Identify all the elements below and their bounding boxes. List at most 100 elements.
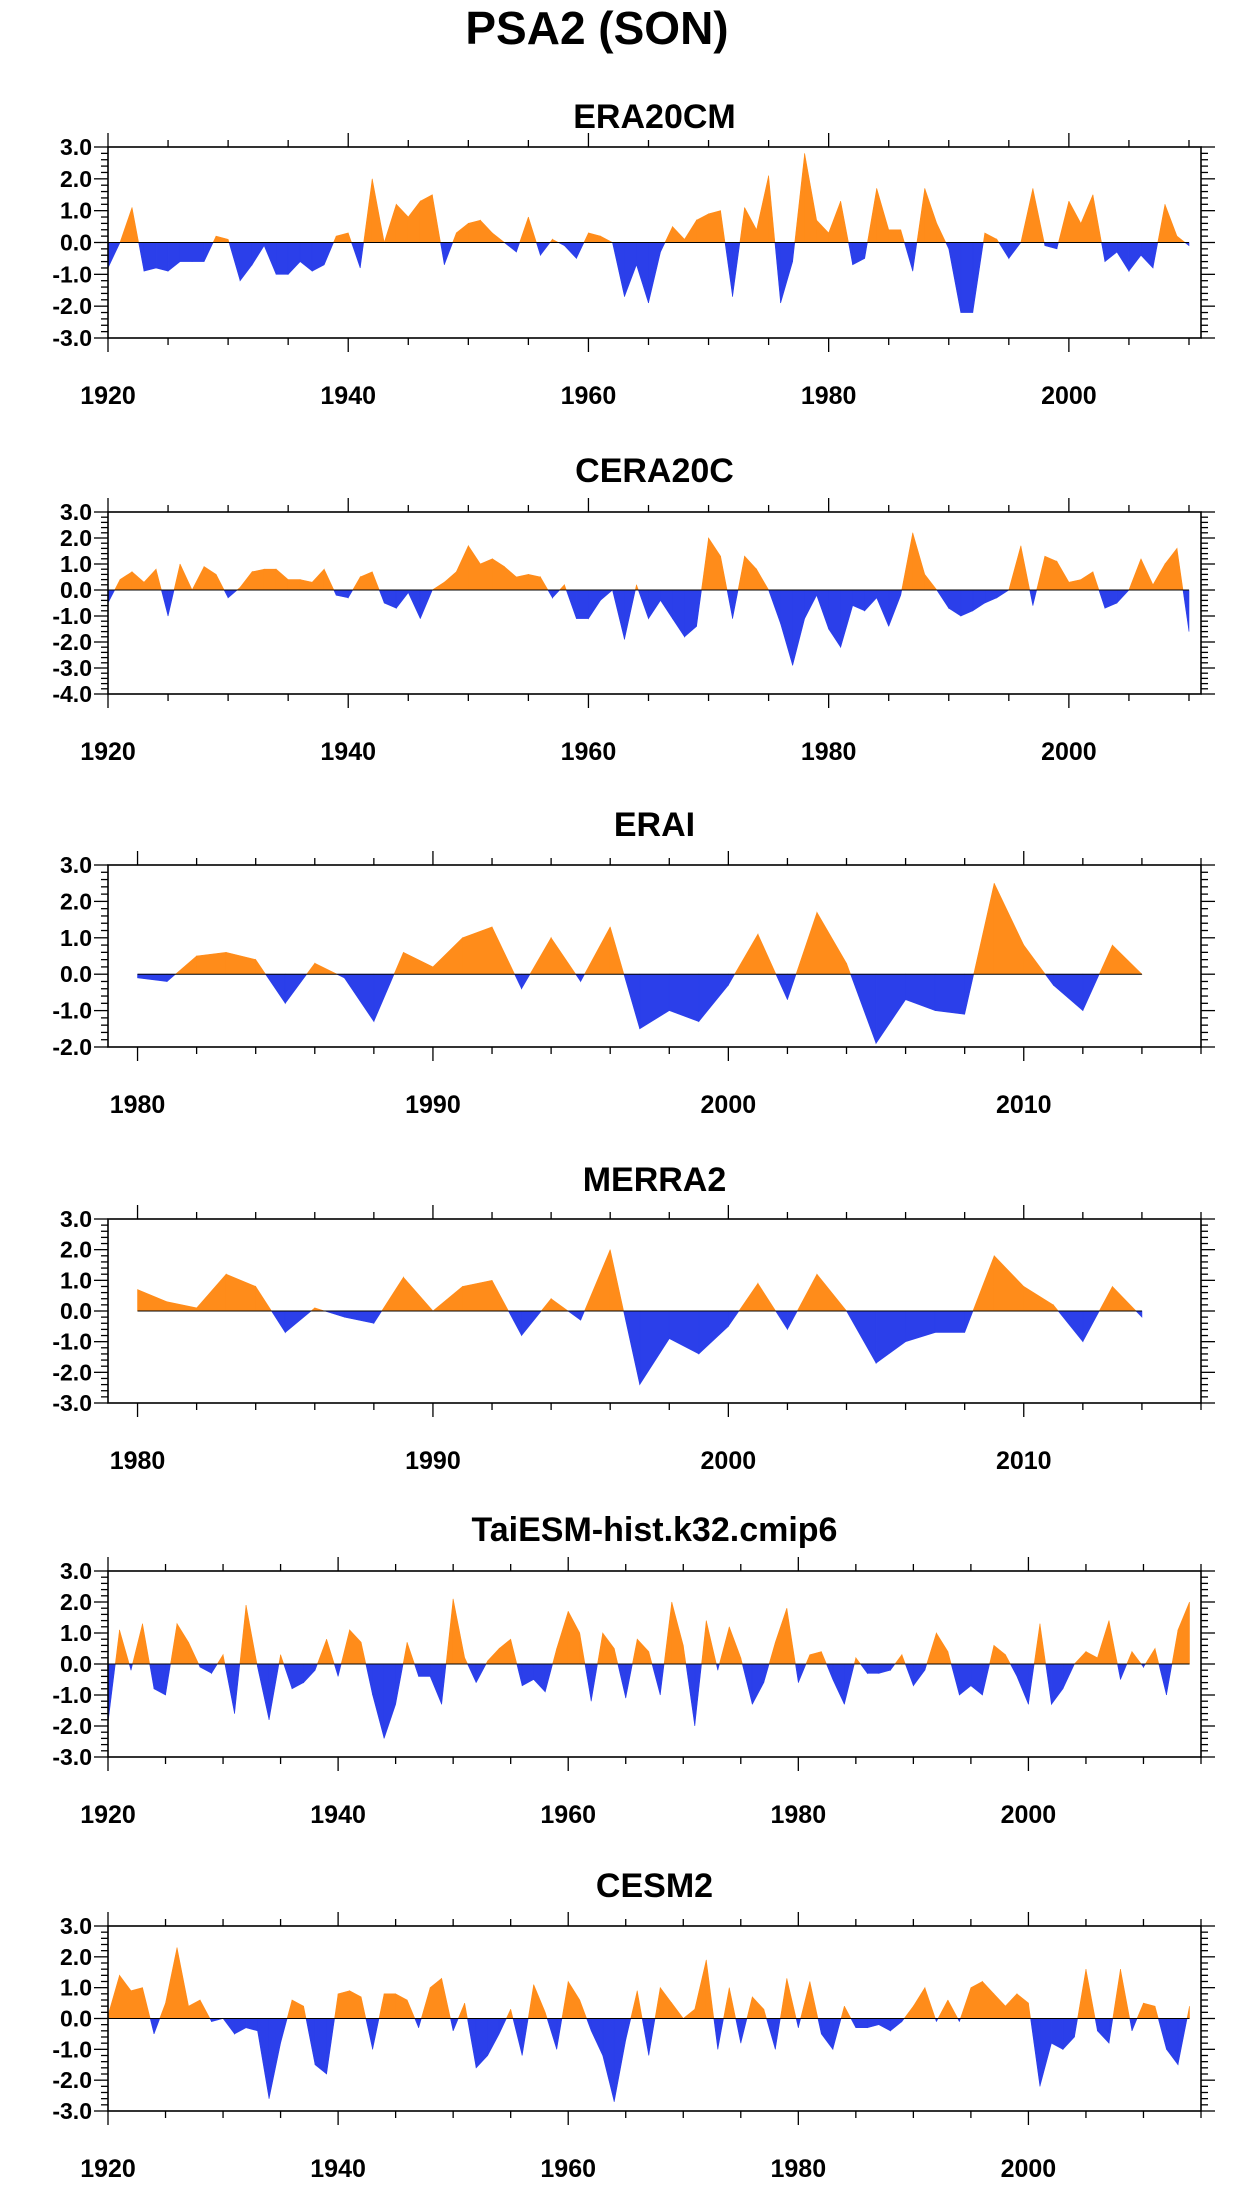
negative-area (775, 2018, 781, 2050)
positive-area (360, 1642, 367, 1665)
negative-area (660, 589, 673, 620)
positive-area (452, 232, 457, 243)
positive-area (701, 1620, 707, 1665)
negative-area (850, 2018, 857, 2028)
positive-area (480, 558, 493, 591)
negative-area (763, 1663, 770, 1683)
negative-area (821, 2018, 834, 2051)
negative-area (798, 1663, 807, 1683)
positive-area (203, 566, 217, 591)
positive-area (225, 951, 256, 975)
y-tick-label: 3.0 (60, 1206, 92, 1232)
y-tick-label: -2.0 (52, 629, 92, 655)
positive-area (155, 569, 162, 591)
positive-area (664, 226, 673, 243)
negative-area (804, 589, 817, 619)
negative-area (996, 589, 1010, 599)
negative-area (625, 2018, 632, 2041)
negative-area (418, 1663, 431, 1677)
negative-area (335, 589, 349, 599)
positive-area (663, 1601, 673, 1665)
positive-area (1058, 201, 1070, 243)
negative-area (1131, 2018, 1138, 2031)
positive-area (768, 1642, 776, 1665)
negative-area (740, 2018, 748, 2044)
negative-area (323, 242, 334, 265)
negative-area (828, 589, 841, 649)
positive-area (1112, 944, 1143, 975)
positive-area (763, 2009, 767, 2019)
y-tick-label: -2.0 (52, 1359, 92, 1385)
positive-area (1044, 555, 1058, 591)
negative-area (864, 242, 868, 259)
negative-area (584, 1663, 592, 1702)
negative-area (766, 2018, 776, 2050)
y-tick-label: 3.0 (60, 499, 92, 525)
positive-area (403, 951, 434, 975)
negative-area (1009, 1663, 1018, 1677)
y-tick-label: 2.0 (60, 166, 92, 192)
positive-area (462, 1279, 493, 1312)
positive-area (1080, 194, 1094, 243)
negative-area (775, 1310, 788, 1331)
positive-area (796, 1274, 818, 1312)
positive-area (916, 188, 926, 243)
positive-area (1020, 545, 1031, 591)
positive-area (1171, 1629, 1179, 1665)
positive-area (744, 555, 757, 591)
positive-area (445, 1598, 454, 1665)
negative-area (900, 589, 903, 596)
x-tick-label: 1940 (320, 738, 376, 766)
positive-area (1097, 1620, 1110, 1665)
negative-area (326, 2018, 335, 2075)
negative-area (521, 2018, 529, 2056)
positive-area (588, 232, 601, 243)
positive-area (779, 1978, 788, 2019)
negative-area (303, 1663, 316, 1684)
positive-area (720, 556, 728, 591)
positive-area (552, 1648, 558, 1665)
positive-area (809, 1981, 819, 2019)
negative-area (717, 2018, 724, 2050)
negative-area (659, 1663, 665, 1696)
negative-area (876, 589, 890, 627)
y-tick-label: 0.0 (60, 1298, 92, 1324)
negative-area (741, 1663, 753, 1705)
positive-area (756, 568, 770, 591)
negative-area (672, 589, 685, 638)
positive-area (137, 1289, 168, 1312)
positive-area (529, 936, 552, 975)
x-tick-label: 1920 (80, 1801, 136, 1829)
negative-area (875, 973, 906, 1045)
positive-area (491, 926, 516, 975)
negative-area (521, 1663, 534, 1687)
negative-area (792, 242, 796, 262)
positive-area (287, 579, 301, 591)
y-tick-label: -1.0 (52, 603, 92, 629)
positive-area (800, 1981, 811, 2019)
positive-area (1154, 2006, 1159, 2019)
positive-area (533, 1984, 546, 2019)
negative-area (852, 589, 865, 612)
negative-area (314, 2018, 327, 2075)
positive-area (431, 194, 441, 243)
negative-area (268, 1663, 280, 1720)
negative-area (287, 242, 301, 276)
positive-area (984, 232, 998, 243)
x-tick-label: 1980 (771, 2155, 827, 2183)
positive-area (1005, 1654, 1011, 1665)
negative-area (199, 1663, 212, 1674)
positive-area (705, 1959, 715, 2019)
negative-area (960, 589, 974, 617)
negative-area (852, 242, 865, 266)
positive-area (407, 200, 421, 243)
positive-area (1108, 1620, 1118, 1665)
positive-area (1036, 556, 1046, 591)
positive-area (682, 2008, 696, 2019)
positive-area (487, 1647, 500, 1665)
negative-area (1051, 2018, 1064, 2050)
negative-area (780, 242, 793, 304)
y-tick-label: -2.0 (52, 1713, 92, 1739)
negative-area (344, 1310, 375, 1324)
negative-area (149, 2018, 155, 2034)
